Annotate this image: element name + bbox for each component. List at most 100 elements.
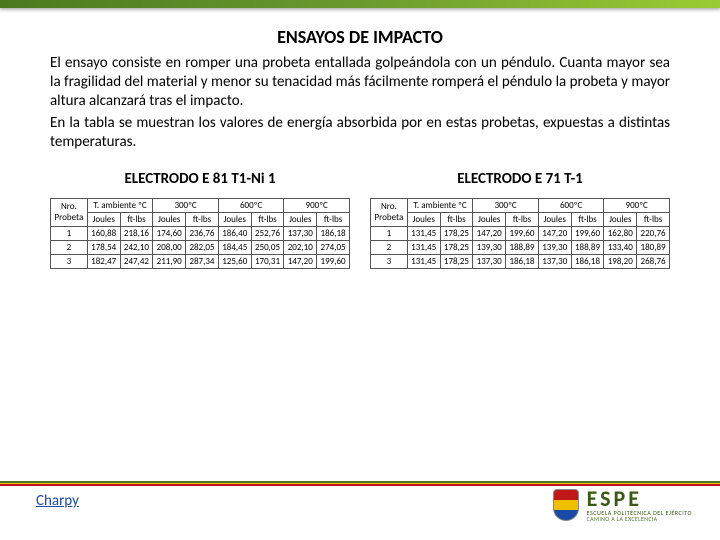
charpy-link[interactable]: Charpy: [36, 492, 79, 510]
table-left-heading: ELECTRODO E 81 T1-Ni 1: [50, 170, 350, 188]
cell: 137,30: [284, 226, 317, 240]
shield-icon: [553, 489, 579, 521]
cell: 137,30: [473, 254, 506, 268]
cell: 211,90: [153, 254, 186, 268]
u: ft-lbs: [637, 212, 670, 226]
table-left: Nro. Probeta T. ambiente ºC 300ºC 600ºC …: [50, 198, 350, 269]
cell: 252,76: [251, 226, 284, 240]
cell: 186,18: [506, 254, 539, 268]
paragraph-1: El ensayo consiste en romper una probeta…: [50, 54, 670, 110]
cell: 282,05: [186, 240, 219, 254]
cell: 199,60: [317, 254, 350, 268]
row-num: 2: [51, 240, 88, 254]
cell: 174,60: [153, 226, 186, 240]
u: Joules: [87, 212, 120, 226]
cell: 236,76: [186, 226, 219, 240]
table-right: Nro. Probeta T. ambiente ºC 300ºC 600ºC …: [370, 198, 670, 269]
cell: 139,30: [473, 240, 506, 254]
cell: 186,18: [317, 226, 350, 240]
table-right-heading: ELECTRODO E 71 T-1: [370, 170, 670, 188]
cell: 147,20: [538, 226, 571, 240]
row-num: 2: [371, 240, 408, 254]
cell: 274,05: [317, 240, 350, 254]
cell: 199,60: [571, 226, 604, 240]
cell: 220,76: [637, 226, 670, 240]
cell: 147,20: [284, 254, 317, 268]
col-600: 600ºC: [538, 198, 604, 212]
u: ft-lbs: [251, 212, 284, 226]
cell: 199,60: [506, 226, 539, 240]
cell: 180,89: [637, 240, 670, 254]
u: Joules: [473, 212, 506, 226]
cell: 186,40: [218, 226, 251, 240]
col-nro-a: Nro.: [381, 201, 397, 212]
table-right-wrap: ELECTRODO E 71 T-1 Nro. Probeta T. ambie…: [370, 170, 670, 269]
cell: 178,54: [87, 240, 120, 254]
col-nro: Nro. Probeta: [51, 198, 88, 226]
col-300: 300ºC: [153, 198, 219, 212]
page-title: ENSAYOS DE IMPACTO: [50, 26, 670, 48]
cell: 242,10: [120, 240, 153, 254]
u: Joules: [604, 212, 637, 226]
row-num: 1: [51, 226, 88, 240]
u: ft-lbs: [440, 212, 473, 226]
u: ft-lbs: [120, 212, 153, 226]
table-left-body: 1160,88218,16174,60236,76186,40252,76137…: [51, 226, 350, 268]
cell: 131,45: [407, 226, 440, 240]
col-nro: Nro. Probeta: [371, 198, 408, 226]
top-gradient-border: [0, 0, 720, 8]
col-nro-b: Probeta: [375, 212, 404, 223]
table-row: 2178,54242,10208,00282,05184,45250,05202…: [51, 240, 350, 254]
col-tamb: T. ambiente ºC: [87, 198, 153, 212]
cell: 160,88: [87, 226, 120, 240]
u: Joules: [407, 212, 440, 226]
table-row: 1131,45178,25147,20199,60147,20199,60162…: [371, 226, 670, 240]
cell: 139,30: [538, 240, 571, 254]
cell: 186,18: [571, 254, 604, 268]
table-row: 2131,45178,25139,30188,89139,30188,89133…: [371, 240, 670, 254]
col-600: 600ºC: [218, 198, 284, 212]
cell: 162,80: [604, 226, 637, 240]
cell: 178,25: [440, 240, 473, 254]
cell: 170,31: [251, 254, 284, 268]
row-num: 3: [371, 254, 408, 268]
u: Joules: [284, 212, 317, 226]
cell: 184,45: [218, 240, 251, 254]
cell: 218,16: [120, 226, 153, 240]
cell: 208,00: [153, 240, 186, 254]
espe-text: ESPE ESCUELA POLITÉCNICA DEL EJÉRCITO CA…: [587, 488, 692, 522]
col-nro-a: Nro.: [61, 201, 77, 212]
table-right-body: 1131,45178,25147,20199,60147,20199,60162…: [371, 226, 670, 268]
cell: 182,47: [87, 254, 120, 268]
cell: 287,34: [186, 254, 219, 268]
table-row: 1160,88218,16174,60236,76186,40252,76137…: [51, 226, 350, 240]
cell: 133,40: [604, 240, 637, 254]
col-tamb: T. ambiente ºC: [407, 198, 473, 212]
cell: 178,25: [440, 254, 473, 268]
row-num: 1: [371, 226, 408, 240]
cell: 247,42: [120, 254, 153, 268]
main-content: ENSAYOS DE IMPACTO El ensayo consiste en…: [0, 8, 720, 269]
u: Joules: [538, 212, 571, 226]
u: ft-lbs: [506, 212, 539, 226]
u: ft-lbs: [571, 212, 604, 226]
cell: 188,89: [571, 240, 604, 254]
cell: 131,45: [407, 254, 440, 268]
cell: 178,25: [440, 226, 473, 240]
cell: 137,30: [538, 254, 571, 268]
u: ft-lbs: [186, 212, 219, 226]
table-row: 3131,45178,25137,30186,18137,30186,18198…: [371, 254, 670, 268]
cell: 131,45: [407, 240, 440, 254]
cell: 188,89: [506, 240, 539, 254]
col-900: 900ºC: [284, 198, 350, 212]
tables-row: ELECTRODO E 81 T1-Ni 1 Nro. Probeta T. a…: [50, 170, 670, 269]
table-row: 3182,47247,42211,90287,34125,60170,31147…: [51, 254, 350, 268]
cell: 147,20: [473, 226, 506, 240]
col-nro-b: Probeta: [55, 212, 84, 223]
cell: 250,05: [251, 240, 284, 254]
u: Joules: [218, 212, 251, 226]
cell: 268,76: [637, 254, 670, 268]
col-900: 900ºC: [604, 198, 670, 212]
cell: 198,20: [604, 254, 637, 268]
u: ft-lbs: [317, 212, 350, 226]
